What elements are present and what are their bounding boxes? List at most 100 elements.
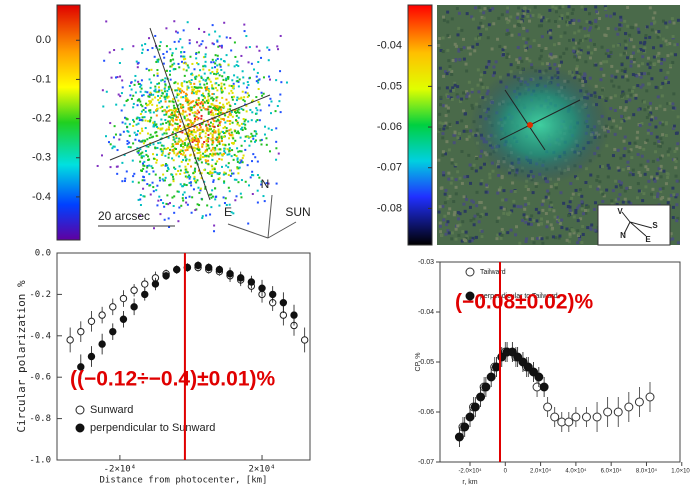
pixel	[163, 205, 166, 208]
pixel	[220, 68, 223, 71]
pixel	[274, 110, 277, 113]
pixel	[559, 191, 563, 195]
pixel	[182, 199, 185, 202]
pixel	[194, 115, 197, 118]
pixel	[575, 65, 579, 69]
pixel	[549, 29, 553, 33]
pixel	[670, 17, 674, 21]
pixel	[532, 241, 536, 245]
pixel	[169, 48, 172, 51]
pixel	[141, 162, 144, 165]
pixel	[581, 232, 585, 236]
pixel	[202, 95, 205, 98]
pixel	[144, 127, 147, 130]
pixel	[651, 16, 655, 20]
pixel	[178, 124, 181, 127]
y-tick-label: -0.6	[29, 373, 51, 383]
pixel	[211, 93, 214, 96]
pixel	[207, 140, 210, 143]
pixel	[158, 48, 161, 51]
pixel	[167, 105, 170, 108]
pixel	[180, 152, 183, 155]
pixel	[628, 173, 632, 177]
pixel	[270, 112, 273, 115]
pixel	[462, 129, 466, 133]
pixel	[450, 69, 454, 73]
pixel	[636, 27, 640, 31]
pixel	[206, 148, 209, 151]
pixel	[659, 175, 663, 179]
pixel	[163, 96, 166, 99]
pixel	[178, 93, 181, 96]
pixel	[236, 109, 239, 112]
pixel	[581, 225, 585, 229]
pixel	[622, 154, 626, 158]
pixel	[454, 227, 458, 231]
pixel	[635, 74, 639, 78]
pixel	[583, 27, 587, 31]
pixel	[209, 72, 212, 75]
pixel	[508, 211, 512, 215]
pixel	[666, 102, 670, 106]
pixel	[123, 154, 126, 157]
pixel	[143, 116, 146, 119]
pixel	[197, 104, 200, 107]
pixel	[526, 14, 530, 18]
pixel	[600, 95, 604, 99]
pixel	[285, 81, 288, 84]
pixel	[145, 67, 148, 70]
pixel	[233, 41, 236, 44]
pixel	[176, 82, 179, 85]
pixel	[194, 91, 197, 94]
pixel	[586, 209, 590, 213]
pixel	[180, 60, 183, 63]
pixel	[165, 27, 168, 30]
pixel	[223, 150, 226, 153]
pixel	[154, 173, 157, 176]
pixel	[243, 23, 246, 26]
pixel	[211, 130, 214, 133]
pixel	[265, 137, 268, 140]
pixel	[516, 60, 520, 64]
pixel	[666, 54, 670, 58]
pixel	[165, 95, 168, 98]
pixel	[160, 154, 163, 157]
pixel	[245, 35, 248, 38]
pixel	[211, 136, 214, 139]
pixel	[175, 142, 178, 145]
pixel	[190, 139, 193, 142]
pixel	[258, 78, 261, 81]
pixel	[214, 107, 217, 110]
pixel	[629, 93, 633, 97]
pixel	[222, 196, 225, 199]
pixel	[181, 193, 184, 196]
pixel	[151, 98, 154, 101]
x-axis-label: Distance from photocenter, [km]	[100, 476, 268, 486]
pixel	[202, 56, 205, 59]
pixel	[622, 119, 626, 123]
pixel	[176, 190, 179, 193]
pixel	[473, 214, 477, 218]
pixel	[644, 165, 648, 169]
pixel	[190, 131, 193, 134]
data-point	[279, 298, 288, 307]
pixel	[132, 94, 135, 97]
pixel	[136, 66, 139, 69]
pixel	[456, 95, 460, 99]
pixel	[195, 62, 198, 65]
pixel	[438, 205, 442, 209]
pixel	[449, 96, 453, 100]
pixel	[453, 42, 457, 46]
pixel	[260, 143, 263, 146]
pixel	[450, 237, 454, 241]
pixel	[577, 29, 581, 33]
pixel	[175, 147, 178, 150]
pixel	[200, 76, 203, 79]
pixel	[185, 98, 188, 101]
pixel	[197, 74, 200, 77]
pixel	[599, 78, 603, 82]
pixel	[218, 135, 221, 138]
pixel	[235, 114, 238, 117]
pixel	[198, 90, 201, 93]
pixel	[630, 55, 634, 59]
